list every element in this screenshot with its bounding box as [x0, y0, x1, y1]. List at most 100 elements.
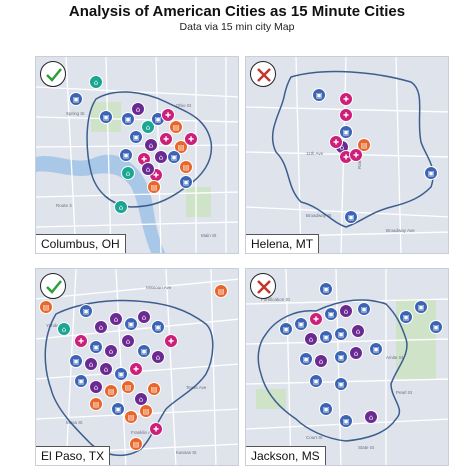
- poi-marker[interactable]: ▣: [129, 130, 143, 144]
- poi-marker[interactable]: ⌂: [154, 150, 168, 164]
- poi-marker[interactable]: ⌂: [364, 410, 378, 424]
- poi-marker[interactable]: ✚: [184, 132, 198, 146]
- poi-icon: ▣: [323, 334, 330, 342]
- poi-marker[interactable]: ✚: [329, 135, 343, 149]
- poi-icon: ✚: [133, 366, 139, 374]
- street-label: Court St: [306, 435, 323, 440]
- poi-icon: ✚: [165, 112, 171, 120]
- poi-marker[interactable]: ⌂: [137, 310, 151, 324]
- poi-marker[interactable]: ✚: [159, 132, 173, 146]
- poi-marker[interactable]: ⌂: [89, 75, 103, 89]
- poi-marker[interactable]: ▣: [111, 402, 125, 416]
- poi-marker[interactable]: ⌂: [131, 102, 145, 116]
- poi-marker[interactable]: ✚: [309, 312, 323, 326]
- poi-marker[interactable]: ⌂: [304, 332, 318, 346]
- poi-marker[interactable]: ▤: [104, 384, 118, 398]
- poi-marker[interactable]: ▣: [151, 320, 165, 334]
- poi-marker[interactable]: ▣: [79, 304, 93, 318]
- poi-marker[interactable]: ▣: [69, 92, 83, 106]
- poi-marker[interactable]: ▤: [121, 380, 135, 394]
- poi-marker[interactable]: ▤: [124, 410, 138, 424]
- poi-marker[interactable]: ⌂: [99, 362, 113, 376]
- poi-marker[interactable]: ✚: [161, 108, 175, 122]
- poi-marker[interactable]: ▤: [169, 120, 183, 134]
- poi-marker[interactable]: ▣: [312, 88, 326, 102]
- poi-marker[interactable]: ▣: [299, 352, 313, 366]
- poi-marker[interactable]: ⌂: [144, 138, 158, 152]
- poi-marker[interactable]: ⌂: [141, 162, 155, 176]
- poi-marker[interactable]: ▣: [344, 210, 358, 224]
- poi-marker[interactable]: ⌂: [89, 380, 103, 394]
- poi-marker[interactable]: ▤: [147, 382, 161, 396]
- poi-marker[interactable]: ⌂: [351, 324, 365, 338]
- poi-marker[interactable]: ⌂: [104, 344, 118, 358]
- poi-marker[interactable]: ▣: [74, 374, 88, 388]
- poi-marker[interactable]: ✚: [339, 92, 353, 106]
- poi-marker[interactable]: ▣: [319, 330, 333, 344]
- poi-marker[interactable]: ▣: [324, 307, 338, 321]
- poi-marker[interactable]: ▤: [89, 397, 103, 411]
- poi-marker[interactable]: ▤: [214, 284, 228, 298]
- poi-marker[interactable]: ▣: [119, 148, 133, 162]
- poi-marker[interactable]: ⌂: [84, 357, 98, 371]
- poi-marker[interactable]: ▤: [129, 437, 143, 451]
- poi-marker[interactable]: ▣: [121, 112, 135, 126]
- poi-marker[interactable]: ▣: [89, 340, 103, 354]
- poi-marker[interactable]: ⌂: [57, 322, 71, 336]
- poi-marker[interactable]: ▤: [147, 180, 161, 194]
- poi-marker[interactable]: ▤: [357, 138, 371, 152]
- poi-marker[interactable]: ▣: [137, 344, 151, 358]
- poi-marker[interactable]: ▣: [369, 342, 383, 356]
- poi-marker[interactable]: ⌂: [151, 350, 165, 364]
- poi-marker[interactable]: ✚: [349, 148, 363, 162]
- street-label: Spring St: [66, 111, 85, 116]
- poi-marker[interactable]: ▣: [334, 350, 348, 364]
- map-panel-elpaso[interactable]: Yandell Dr Texas Ave Missouri Ave Frankl…: [35, 268, 239, 466]
- poi-icon: ▤: [361, 142, 368, 150]
- poi-marker[interactable]: ⌂: [339, 304, 353, 318]
- poi-icon: ▣: [283, 326, 290, 334]
- poi-marker[interactable]: ▣: [424, 166, 438, 180]
- map-panel-helena[interactable]: 11th Ave Broadway St Raleigh St Broadway…: [245, 56, 449, 254]
- poi-marker[interactable]: ⌂: [94, 320, 108, 334]
- poi-marker[interactable]: ▣: [124, 317, 138, 331]
- map-panel-jackson[interactable]: Fortification St Amite St Pearl St Court…: [245, 268, 449, 466]
- poi-marker[interactable]: ▣: [294, 317, 308, 331]
- poi-marker[interactable]: ⌂: [349, 346, 363, 360]
- poi-marker[interactable]: ▣: [339, 125, 353, 139]
- poi-marker[interactable]: ▣: [279, 322, 293, 336]
- poi-marker[interactable]: ▣: [179, 175, 193, 189]
- poi-marker[interactable]: ▣: [69, 354, 83, 368]
- poi-marker[interactable]: ✚: [74, 334, 88, 348]
- poi-marker[interactable]: ▣: [114, 367, 128, 381]
- poi-marker[interactable]: ⌂: [114, 200, 128, 214]
- poi-marker[interactable]: ✚: [164, 334, 178, 348]
- poi-marker[interactable]: ▣: [334, 377, 348, 391]
- poi-marker[interactable]: ▣: [357, 302, 371, 316]
- poi-marker[interactable]: ⌂: [121, 166, 135, 180]
- poi-marker[interactable]: ▣: [167, 150, 181, 164]
- poi-marker[interactable]: ▤: [174, 140, 188, 154]
- poi-marker[interactable]: ⌂: [314, 354, 328, 368]
- poi-marker[interactable]: ▣: [339, 414, 353, 428]
- poi-marker[interactable]: ▣: [429, 320, 443, 334]
- poi-marker[interactable]: ▣: [414, 300, 428, 314]
- poi-marker[interactable]: ▤: [139, 404, 153, 418]
- poi-marker[interactable]: ✚: [129, 362, 143, 376]
- poi-marker[interactable]: ▣: [399, 310, 413, 324]
- poi-marker[interactable]: ▤: [39, 300, 53, 314]
- poi-marker[interactable]: ⌂: [134, 392, 148, 406]
- poi-marker[interactable]: ⌂: [141, 120, 155, 134]
- poi-icon: ▣: [73, 358, 80, 366]
- poi-marker[interactable]: ▣: [334, 327, 348, 341]
- poi-marker[interactable]: ⌂: [121, 334, 135, 348]
- poi-marker[interactable]: ▣: [319, 402, 333, 416]
- poi-marker[interactable]: ✚: [339, 108, 353, 122]
- poi-marker[interactable]: ▣: [99, 110, 113, 124]
- poi-marker[interactable]: ▣: [319, 282, 333, 296]
- poi-marker[interactable]: ⌂: [109, 312, 123, 326]
- map-panel-columbus[interactable]: Spring St Ohio St Route 3 Main St ⌂ ▣ ▣ ⌂ ⌂ ▣…: [35, 56, 239, 254]
- poi-marker[interactable]: ✚: [149, 422, 163, 436]
- poi-marker[interactable]: ▣: [309, 374, 323, 388]
- poi-marker[interactable]: ▤: [179, 160, 193, 174]
